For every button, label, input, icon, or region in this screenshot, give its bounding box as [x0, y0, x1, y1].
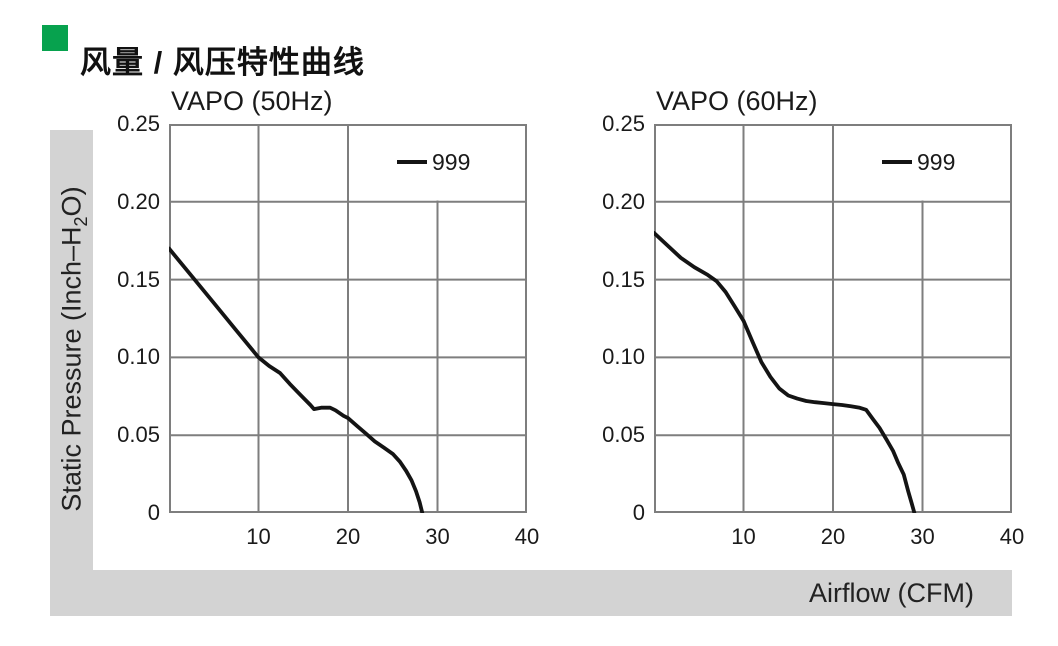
fan-curve-999: [654, 231, 917, 513]
y-axis-title-suffix: O): [56, 186, 87, 217]
legend-box: [355, 126, 525, 201]
y-tick-label: 0: [632, 500, 645, 525]
y-tick-label: 0.15: [602, 266, 645, 292]
y-axis-band: [50, 130, 93, 616]
y-tick-label: 0.05: [602, 422, 645, 448]
plot-area: 999: [169, 124, 527, 513]
y-tick-label: 0.05: [117, 422, 160, 448]
section-title: 风量 / 风压特性曲线: [80, 44, 365, 80]
x-tick-label: 30: [425, 524, 450, 549]
x-axis-band: [50, 570, 1012, 616]
x-tick-label: 20: [335, 524, 361, 549]
legend-label: 999: [432, 149, 470, 175]
x-tick-label: 20: [820, 524, 846, 549]
chart-title-60hz: VAPO (60Hz): [656, 86, 818, 116]
y-axis-title: Static Pressure (Inch–H2O): [56, 186, 91, 512]
legend-label: 999: [917, 149, 955, 175]
y-tick-label: 0.15: [117, 266, 160, 292]
y-axis-title-prefix: Static Pressure (Inch–H: [56, 226, 87, 512]
y-axis-title-subscript: 2: [70, 216, 91, 227]
x-tick-label: 40: [514, 524, 540, 549]
x-tick-label: 30: [910, 524, 935, 549]
x-tick-label: 10: [246, 524, 271, 549]
x-axis-title: Airflow (CFM): [809, 578, 974, 608]
y-tick-label: 0.25: [117, 111, 160, 136]
legend-box: [840, 126, 1010, 201]
x-tick-label: 10: [731, 524, 756, 549]
fan-curve-999: [169, 246, 425, 513]
y-tick-label: 0.20: [117, 188, 160, 214]
plot-border: [654, 124, 1012, 513]
y-tick-label: 0.10: [117, 344, 160, 370]
y-tick-label: 0.10: [602, 344, 645, 370]
y-tick-label: 0: [147, 500, 160, 525]
plot-area: 999: [654, 124, 1012, 513]
x-tick-label: 40: [999, 524, 1025, 549]
plot-border: [169, 124, 527, 513]
chart-vapo-50hz: VAPO (50Hz) 999 0 0.05 0.10 0.15 0.20 0.25 10 20…: [117, 86, 539, 549]
chart-title-50hz: VAPO (50Hz): [171, 86, 333, 116]
y-tick-label: 0.25: [602, 111, 645, 136]
section-bullet-icon: [42, 25, 68, 51]
chart-vapo-60hz: VAPO (60Hz) 999 0 0.05 0.10 0.15 0.20 0.25 10 20…: [602, 86, 1024, 549]
y-tick-label: 0.20: [602, 188, 645, 214]
